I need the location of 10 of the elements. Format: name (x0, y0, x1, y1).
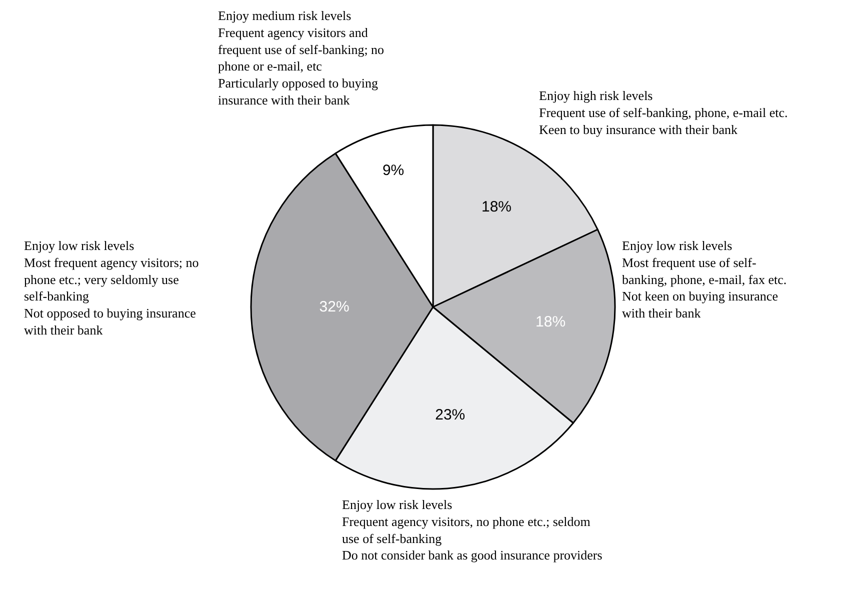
data-label: 9% (382, 162, 404, 179)
slice-label: Enjoy low risk levels Frequent agency visitors, no phone etc.; seldom use of self-banking Do not consider bank as good insurance providers (342, 497, 602, 563)
data-label: 23% (435, 406, 466, 424)
slice-label: Enjoy medium risk levels Frequent agency visitors and frequent use of self-banking; no phone or e-mail, etc Particularly opposed to buying insurance with their bank (218, 8, 384, 108)
slice-label: Enjoy low risk levels Most frequent agency visitors; no phone etc.; very seldomly use self-banking Not opposed to buying insurance with their bank (24, 238, 199, 338)
data-label: 18% (536, 313, 566, 330)
data-label: 18% (481, 198, 512, 216)
slice-label: Enjoy low risk levels Most frequent use of self- banking, phone, e-mail, fax etc. Not keen on buying insurance with their bank (622, 238, 787, 321)
slice-label: Enjoy high risk levels Frequent use of self-banking, phone, e-mail etc. Keen to buy insurance with their bank (539, 88, 788, 137)
data-label: 32% (319, 298, 350, 316)
